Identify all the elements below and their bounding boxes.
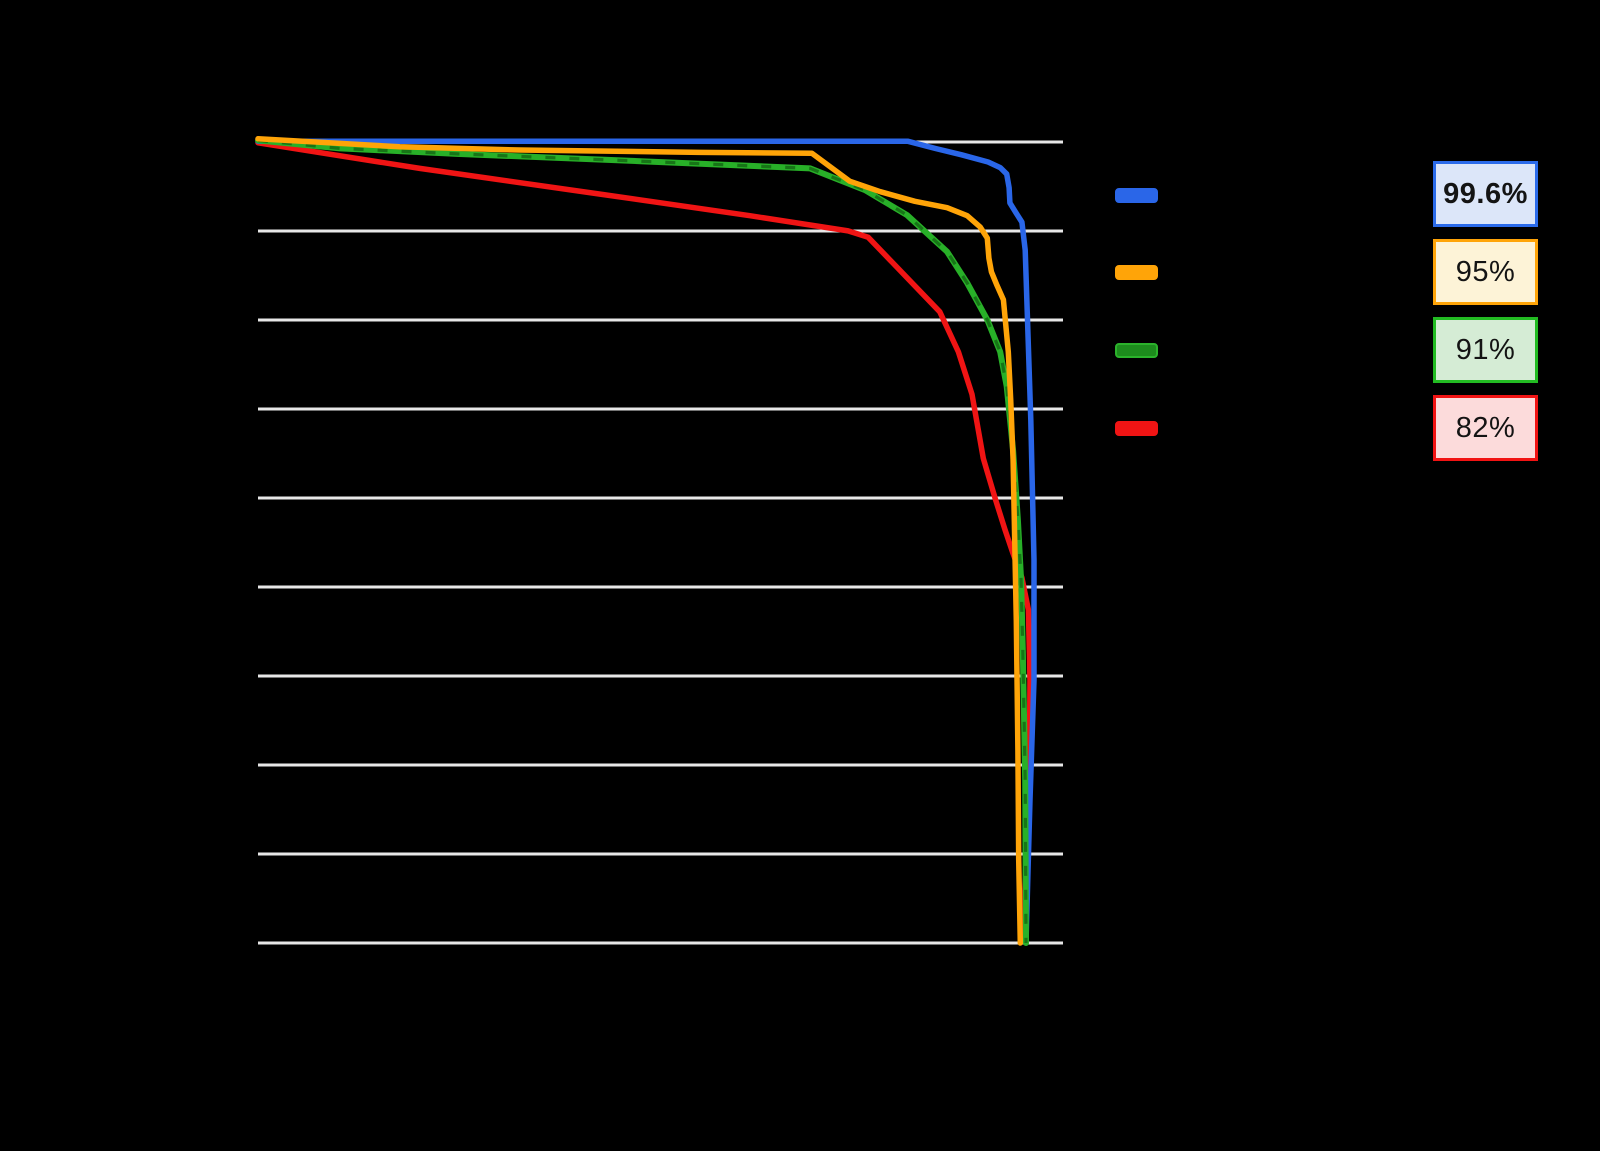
accuracy-badge-green: 91% (1433, 317, 1538, 383)
legend-swatch-green-icon (1115, 343, 1158, 358)
accuracy-badge-red: 82% (1433, 395, 1538, 461)
legend-swatch-blue-icon (1115, 188, 1158, 203)
legend-swatch-orange-icon (1115, 265, 1158, 280)
accuracy-badge-orange: 95% (1433, 239, 1538, 305)
series-line-orange (255, 136, 1024, 946)
accuracy-badge-blue: 99.6% (1433, 161, 1538, 227)
series-line-blue (255, 138, 1037, 946)
legend-swatch-red-icon (1115, 421, 1158, 436)
series-line-green (255, 137, 1029, 946)
series-line-green-dash-overlay (257, 138, 1028, 944)
series-line-red (255, 140, 1033, 943)
